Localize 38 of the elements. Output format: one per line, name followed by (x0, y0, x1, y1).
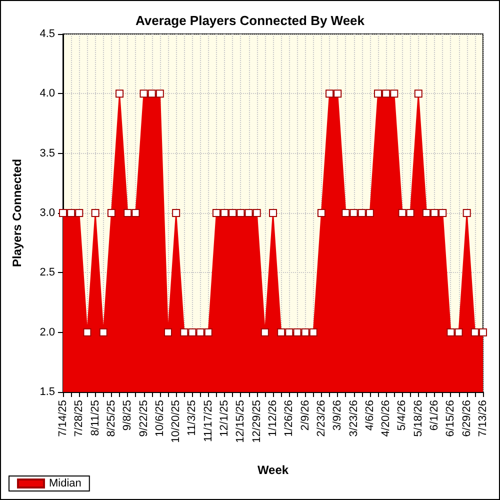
x-tick-label: 12/1/25 (218, 400, 231, 437)
x-tick-label: 12/29/25 (250, 400, 263, 443)
x-tick-label: 3/23/26 (348, 400, 360, 437)
x-tick-label: 4/6/26 (364, 400, 376, 431)
x-tick-label: 11/3/25 (186, 400, 198, 436)
x-tick-label: 2/9/26 (299, 400, 312, 431)
y-tick-label: 4.0 (40, 88, 55, 100)
x-tick-label: 3/9/26 (332, 400, 344, 431)
x-tick-label: 11/17/25 (202, 400, 214, 442)
y-tick-label: 2.0 (40, 326, 55, 338)
x-axis-title: Week (257, 463, 289, 477)
x-tick-label: 8/25/25 (105, 400, 118, 437)
y-tick-label: 4.5 (40, 28, 55, 40)
x-tick-label: 4/20/26 (380, 400, 392, 437)
x-tick-label: 8/11/25 (89, 400, 102, 436)
x-tick-label: 5/18/26 (412, 400, 424, 437)
y-axis-title: Players Connected (10, 158, 24, 268)
y-tick-label: 3.0 (40, 207, 55, 219)
y-tick-label: 3.5 (40, 147, 55, 160)
x-tick-label: 12/15/25 (234, 400, 247, 443)
x-tick-label: 7/13/26 (477, 400, 489, 437)
x-tick-label: 9/22/25 (138, 400, 150, 437)
x-tick-label: 6/1/26 (428, 400, 441, 431)
x-tick-label: 5/4/26 (396, 400, 408, 431)
x-tick-label: 10/6/25 (154, 400, 166, 437)
x-tick-label: 1/26/26 (283, 400, 296, 437)
legend-label: Midian (49, 478, 82, 490)
x-tick-label: 2/23/26 (315, 400, 328, 437)
x-tick-label: 10/20/25 (170, 400, 182, 443)
chart-title: Average Players Connected By Week (135, 13, 366, 28)
y-tick-label: 2.5 (40, 266, 55, 279)
x-tick-label: 7/28/25 (73, 400, 86, 437)
x-tick-label: 9/8/25 (122, 400, 134, 431)
y-tick-label: 1.5 (40, 386, 55, 398)
x-tick-label: 6/15/26 (444, 400, 457, 437)
x-tick-label: 1/12/26 (267, 400, 279, 437)
x-tick-label: 7/14/25 (57, 400, 69, 437)
x-tick-label: 6/29/26 (460, 400, 473, 437)
